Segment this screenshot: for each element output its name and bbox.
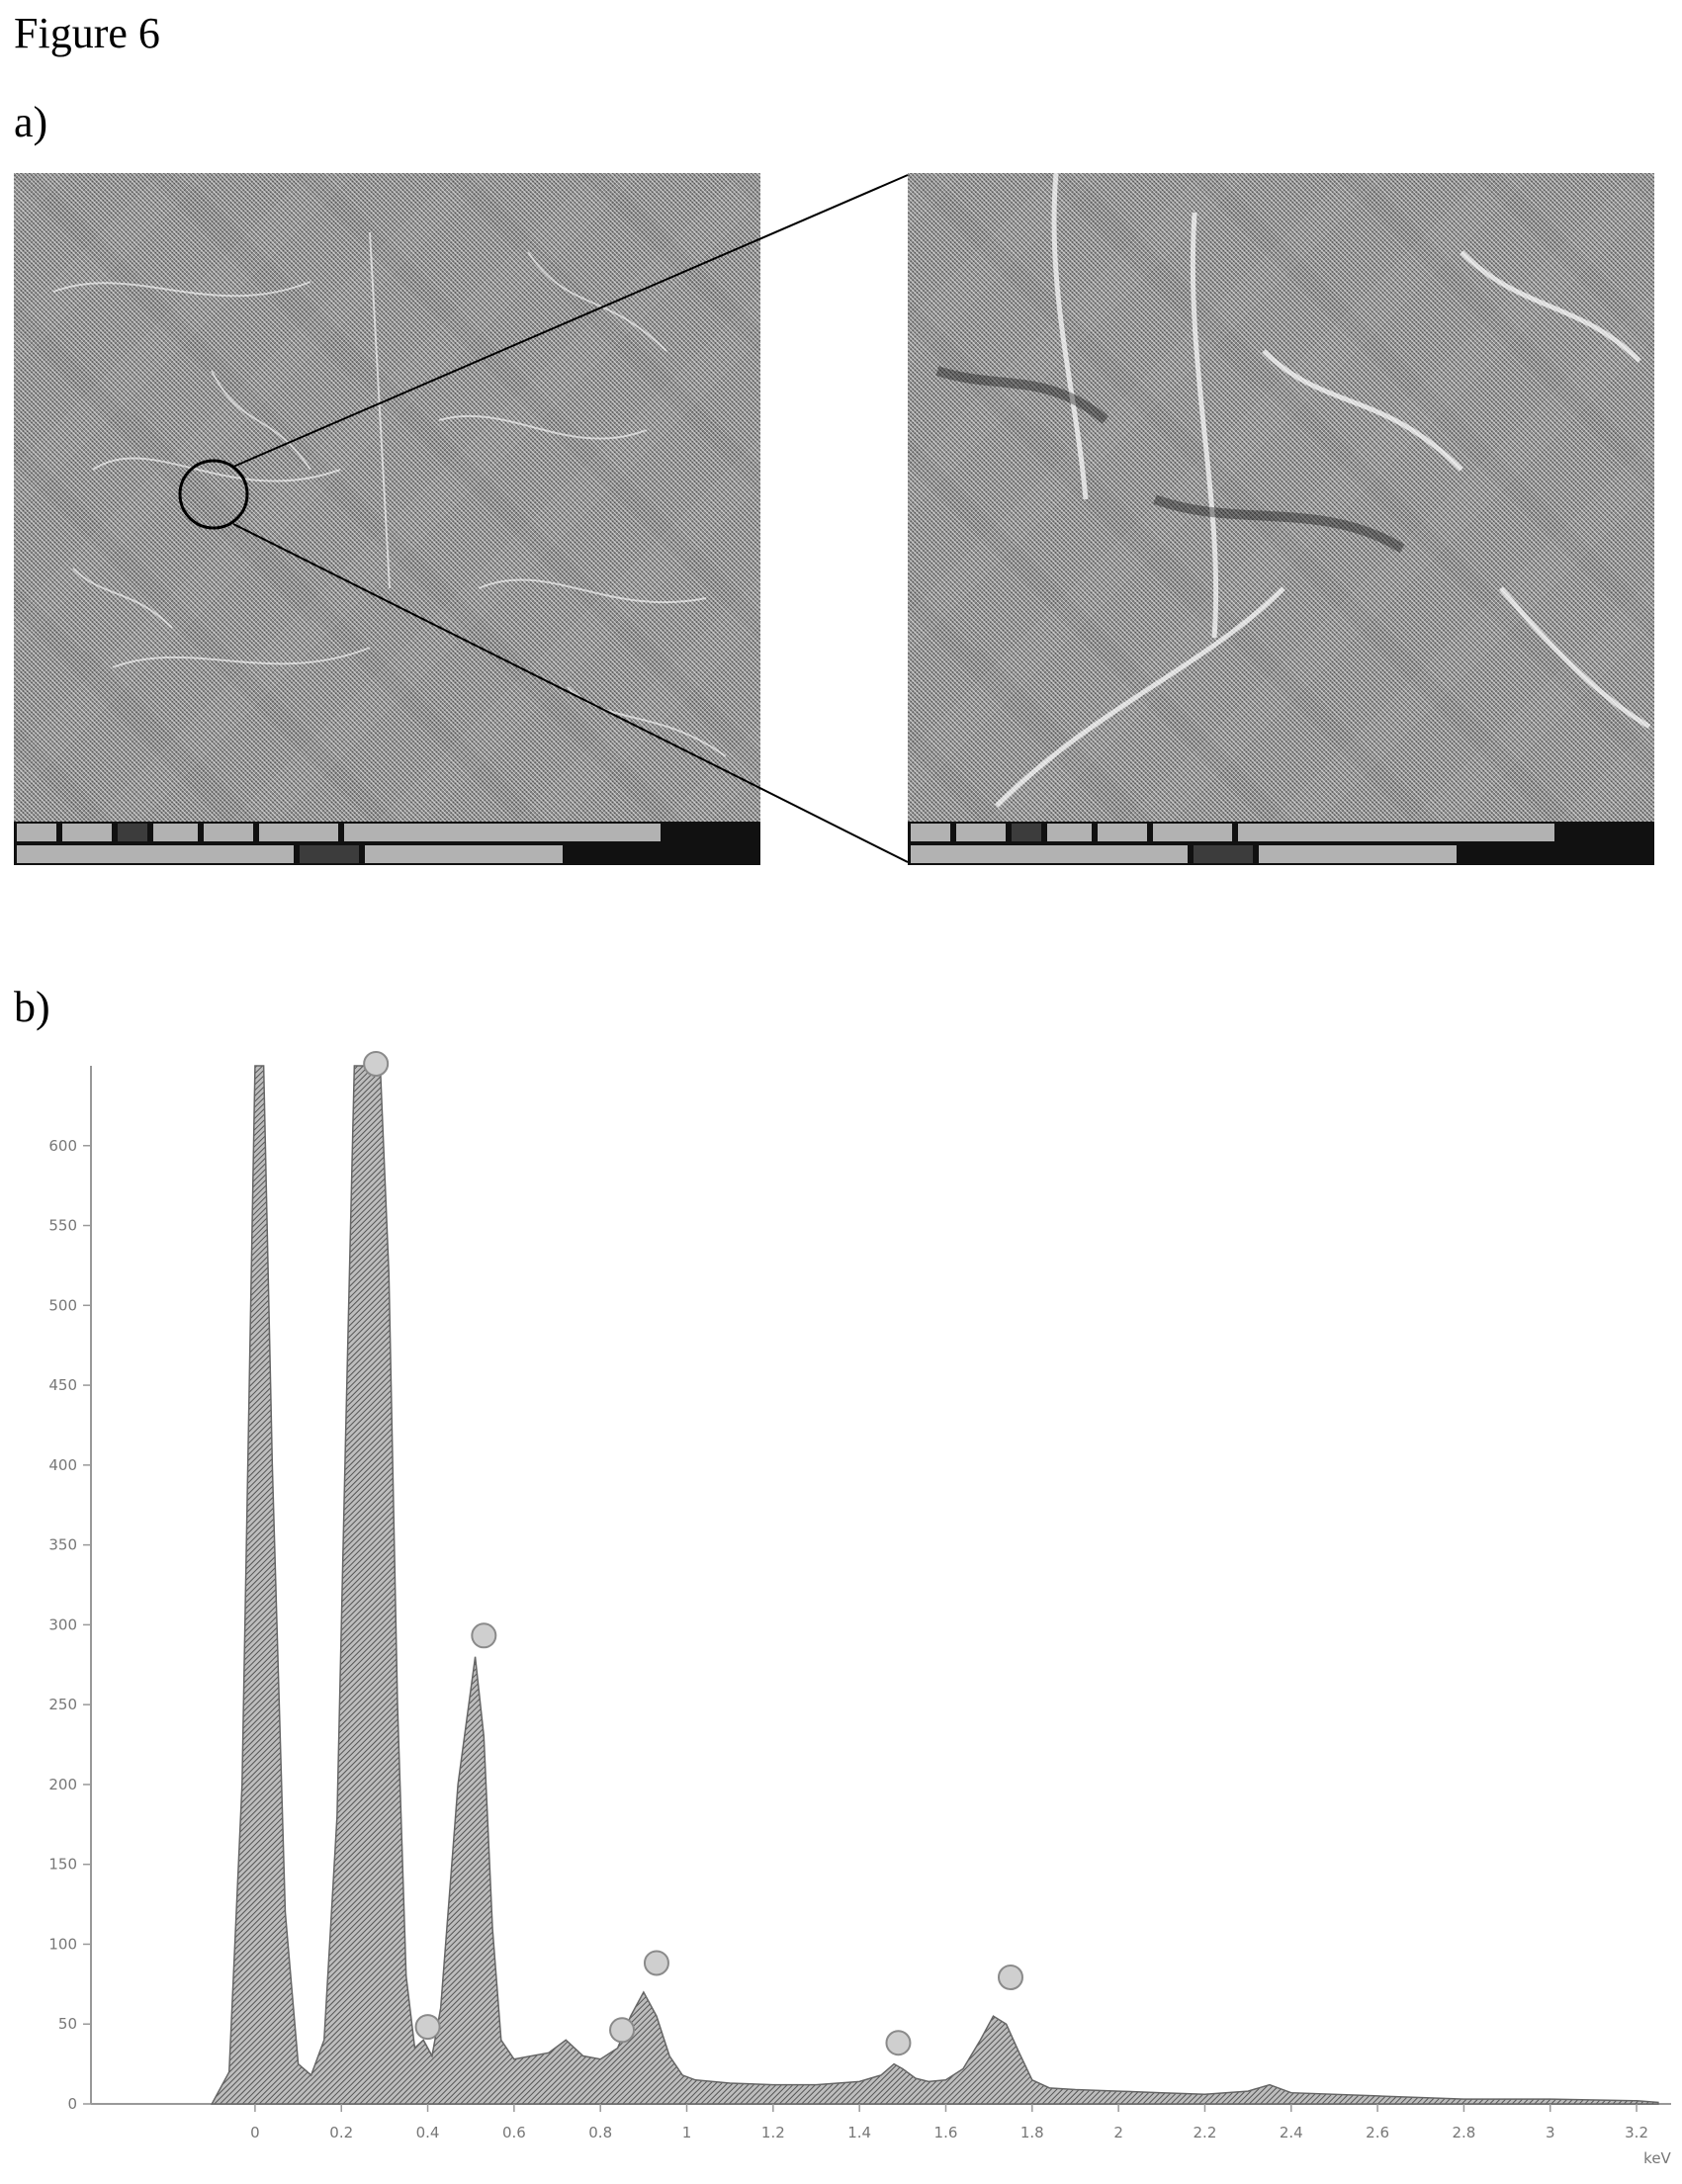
y-tick-label: 50 xyxy=(58,2015,77,2033)
y-tick-label: 0 xyxy=(67,2095,77,2113)
peak-marker-0 xyxy=(364,1052,388,1076)
x-tick-label: 2.6 xyxy=(1366,2124,1389,2141)
x-tick-label: 1 xyxy=(682,2124,692,2141)
x-tick-label: 0.6 xyxy=(502,2124,526,2141)
edx-spectrum-chart: 0 0.2 0.4 0.6 0.8 1 1.2 1.4 1.6 1.8 2 2.2 2.4 2.6 2.8 3… xyxy=(0,1048,1682,2184)
x-tick-label: 0.8 xyxy=(588,2124,612,2141)
peak-marker-1 xyxy=(472,1623,495,1647)
peak-marker-2 xyxy=(416,2015,440,2039)
x-tick-label: 3.2 xyxy=(1625,2124,1648,2141)
zoom-callout xyxy=(0,0,1682,890)
x-tick-label: 2 xyxy=(1113,2124,1123,2141)
x-tick-label: 1.8 xyxy=(1020,2124,1044,2141)
x-axis-unit-label: keV xyxy=(1643,2149,1671,2167)
y-tick-label: 500 xyxy=(48,1296,77,1314)
x-tick-label: 0.4 xyxy=(416,2124,440,2141)
y-tick-label: 300 xyxy=(48,1616,77,1633)
y-tick-label: 200 xyxy=(48,1776,77,1793)
zoom-line-bottom xyxy=(233,524,908,862)
x-tick-label: 2.2 xyxy=(1194,2124,1217,2141)
peak-marker-4 xyxy=(645,1951,668,1974)
panel-b-label: b) xyxy=(14,982,50,1032)
zoom-line-top xyxy=(233,175,908,467)
x-tick-label: 2.4 xyxy=(1280,2124,1303,2141)
x-tick-label: 1.6 xyxy=(934,2124,958,2141)
zoom-region-circle xyxy=(180,461,247,528)
peak-marker-5 xyxy=(886,2031,910,2054)
y-tick-label: 100 xyxy=(48,1935,77,1953)
y-tick-label: 250 xyxy=(48,1696,77,1713)
x-tick-label: 1.4 xyxy=(847,2124,871,2141)
spectrum-series-0 xyxy=(212,1066,1658,2104)
x-tick-label: 0 xyxy=(250,2124,260,2141)
y-tick-label: 550 xyxy=(48,1217,77,1235)
y-tick-label: 400 xyxy=(48,1456,77,1474)
y-tick-label: 450 xyxy=(48,1376,77,1394)
y-tick-label: 350 xyxy=(48,1536,77,1554)
x-tick-label: 2.8 xyxy=(1452,2124,1475,2141)
y-tick-label: 150 xyxy=(48,1856,77,1874)
x-tick-label: 3 xyxy=(1546,2124,1555,2141)
y-tick-label: 600 xyxy=(48,1137,77,1155)
x-tick-label: 1.2 xyxy=(761,2124,785,2141)
peak-marker-6 xyxy=(999,1966,1022,1989)
x-tick-label: 0.2 xyxy=(329,2124,353,2141)
peak-marker-3 xyxy=(610,2018,634,2042)
